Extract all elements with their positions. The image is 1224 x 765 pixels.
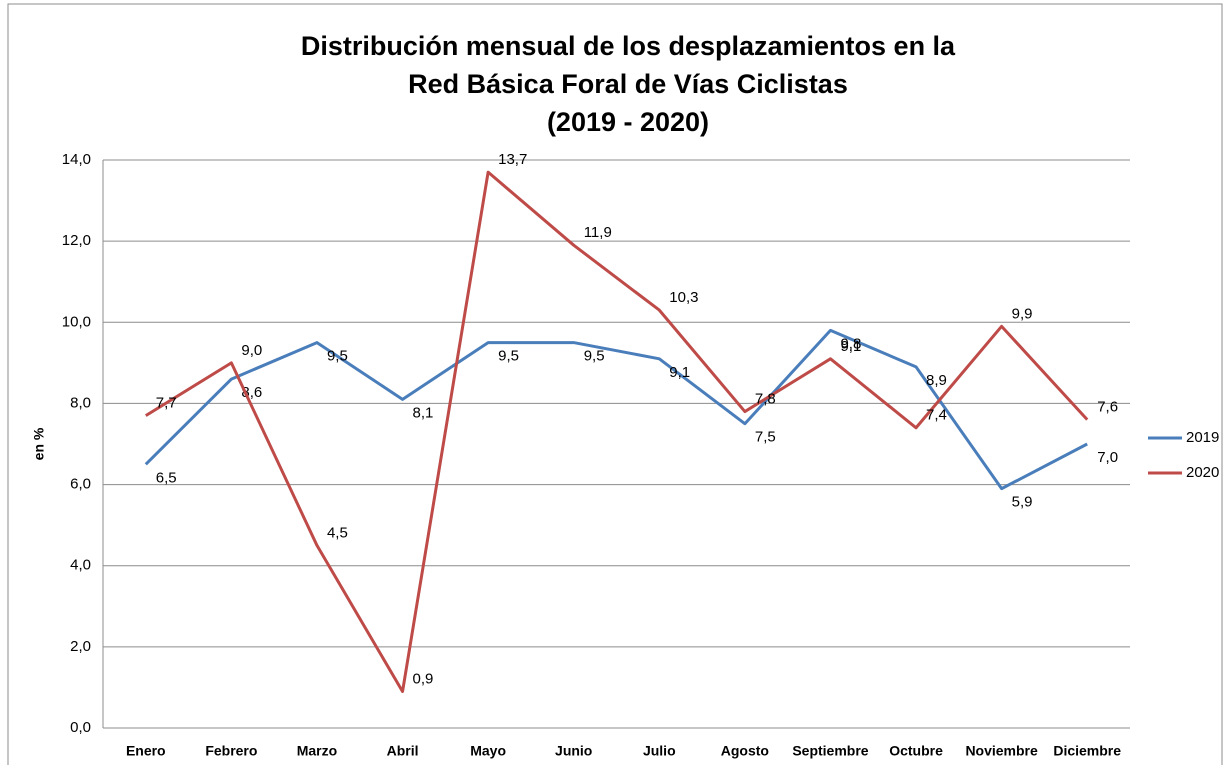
data-label: 9,5 [498, 348, 519, 365]
data-label: 7,6 [1097, 399, 1118, 416]
data-label: 7,5 [755, 429, 776, 446]
data-label: 9,5 [584, 348, 605, 365]
legend-label: 2020 [1186, 464, 1219, 481]
series-line [145, 170, 1089, 693]
data-label: 13,7 [498, 151, 527, 168]
chart-title: Distribución mensual de los desplazamien… [301, 31, 956, 61]
y-tick-label: 10,0 [62, 313, 91, 330]
y-tick-label: 2,0 [70, 638, 91, 655]
x-tick-label: Septiembre [792, 743, 868, 759]
data-label: 8,1 [413, 404, 434, 421]
data-label: 7,8 [755, 391, 776, 408]
legend-label: 2019 [1186, 429, 1219, 446]
data-label: 9,1 [840, 338, 861, 355]
data-label: 7,4 [926, 407, 947, 424]
data-label: 9,8 [840, 335, 861, 352]
x-tick-label: Junio [555, 743, 592, 759]
y-axis-label: en % [31, 427, 47, 460]
y-tick-label: 0,0 [70, 719, 91, 736]
chart-title: (2019 - 2020) [547, 107, 709, 137]
data-label: 9,5 [327, 348, 348, 365]
x-tick-label: Marzo [297, 743, 337, 759]
x-tick-label: Agosto [721, 743, 769, 759]
chart-title: Red Básica Foral de Vías Ciclistas [408, 69, 848, 99]
x-tick-label: Febrero [205, 743, 257, 759]
y-tick-label: 8,0 [70, 394, 91, 411]
y-tick-label: 6,0 [70, 476, 91, 493]
data-label: 6,5 [156, 469, 177, 486]
x-tick-label: Noviembre [965, 743, 1038, 759]
data-label: 7,7 [156, 395, 177, 412]
data-label: 4,5 [327, 524, 348, 541]
x-tick-label: Enero [126, 743, 166, 759]
data-label: 0,9 [413, 670, 434, 687]
x-tick-label: Diciembre [1053, 743, 1121, 759]
data-label: 11,9 [584, 224, 612, 241]
data-label: 9,1 [669, 364, 690, 381]
x-tick-label: Octubre [889, 743, 943, 759]
chart-frame [7, 3, 1223, 765]
x-tick-label: Abril [387, 743, 419, 759]
y-tick-label: 12,0 [62, 232, 91, 249]
data-label: 7,0 [1097, 449, 1118, 466]
data-label: 9,0 [241, 342, 262, 359]
x-tick-label: Julio [643, 743, 676, 759]
y-tick-label: 14,0 [62, 151, 91, 168]
x-tick-label: Mayo [470, 743, 506, 759]
series-line [144, 328, 1088, 491]
data-label: 10,3 [669, 289, 698, 306]
y-tick-label: 4,0 [70, 557, 91, 574]
data-label: 9,9 [1012, 305, 1033, 322]
data-label: 5,9 [1012, 494, 1033, 511]
data-label: 8,9 [926, 372, 947, 389]
